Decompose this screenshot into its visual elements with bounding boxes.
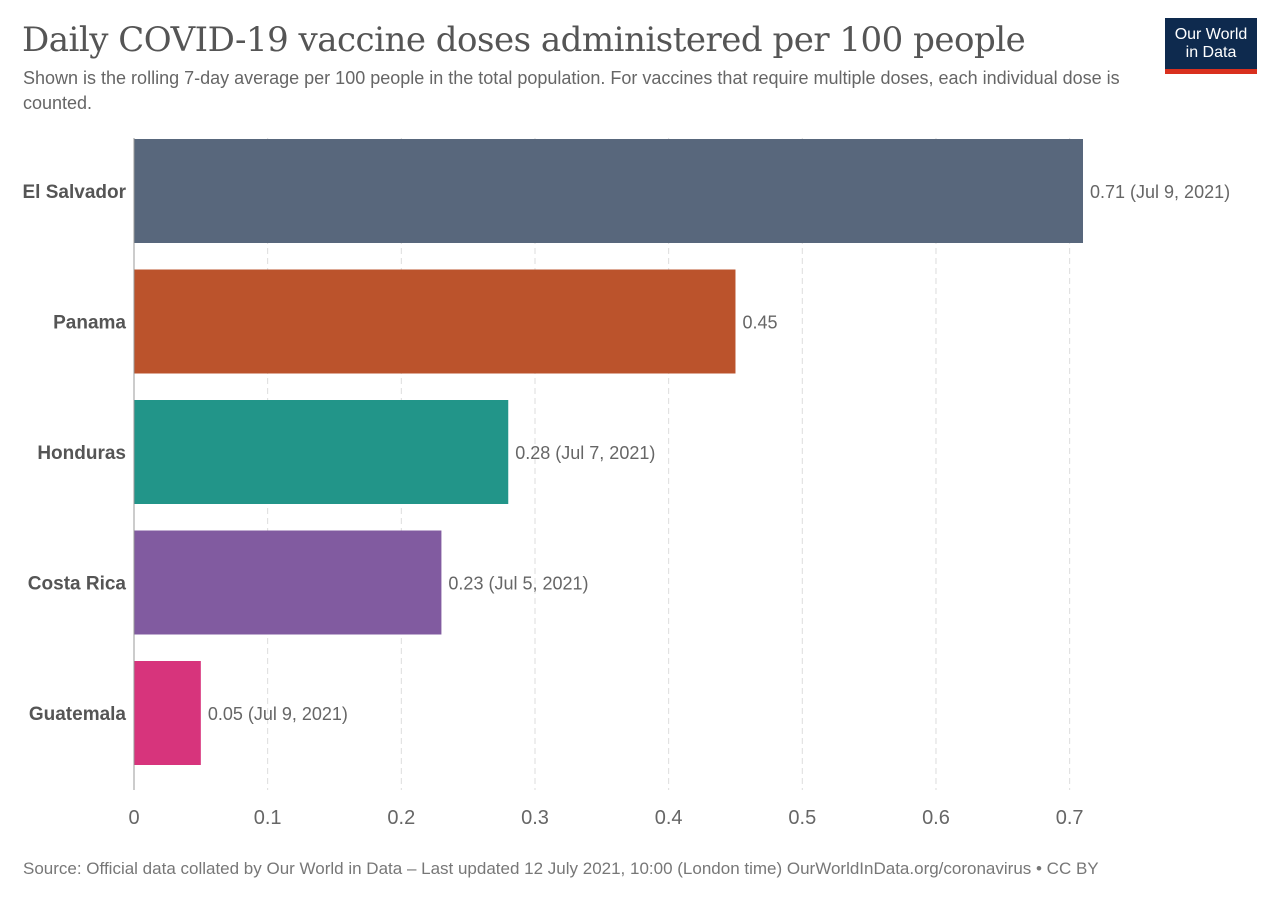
- value-label: 0.28 (Jul 7, 2021): [515, 443, 655, 463]
- value-label: 0.23 (Jul 5, 2021): [448, 574, 588, 594]
- x-tick-label: 0.2: [387, 807, 415, 829]
- x-tick-label: 0.3: [521, 807, 549, 829]
- bar: [134, 530, 442, 635]
- source-footer: Source: Official data collated by Our Wo…: [23, 859, 1099, 878]
- category-label: Honduras: [37, 443, 126, 464]
- x-tick-label: 0.6: [922, 807, 950, 829]
- category-label: El Salvador: [23, 182, 127, 203]
- x-tick-label: 0.5: [788, 807, 816, 829]
- logo-line-1: Our World: [1174, 26, 1248, 43]
- x-tick-label: 0.1: [254, 807, 282, 829]
- chart-title: Daily COVID-19 vaccine doses administere…: [22, 20, 1026, 60]
- bar: [134, 661, 201, 765]
- bar: [134, 139, 1083, 243]
- value-label: 0.05 (Jul 9, 2021): [208, 704, 348, 724]
- bar: [134, 400, 509, 504]
- chart-subtitle: Shown is the rolling 7-day average per 1…: [23, 68, 1120, 113]
- category-label: Guatemala: [29, 704, 127, 725]
- value-label: 0.45: [742, 313, 777, 333]
- x-tick-label: 0.4: [655, 807, 683, 829]
- x-tick-label: 0.7: [1056, 807, 1084, 829]
- x-tick-label: 0: [128, 807, 139, 829]
- category-label: Panama: [53, 313, 126, 334]
- value-label: 0.71 (Jul 9, 2021): [1090, 182, 1230, 202]
- logo-line-2: in Data: [1185, 44, 1237, 61]
- bar-chart: 0 0.1 0.2 0.3 0.4 0.5 0.6 0.7 El Salvador 0.71 (J…: [23, 138, 1230, 829]
- owid-logo[interactable]: Our World in Data: [1165, 18, 1257, 74]
- category-label: Costa Rica: [28, 574, 127, 595]
- bar: [134, 269, 736, 374]
